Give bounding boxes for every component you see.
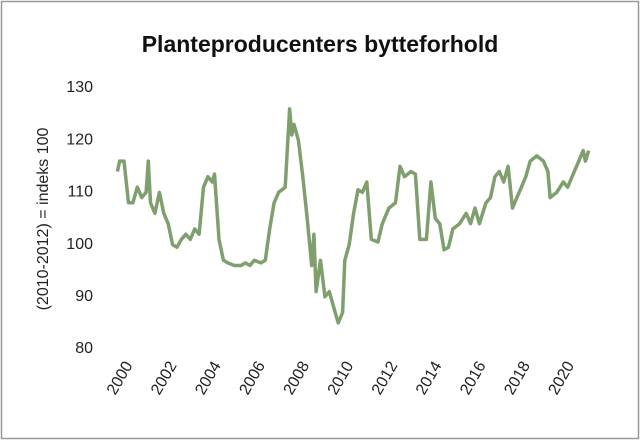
y-tick-label: 90 (75, 288, 93, 305)
data-line (115, 107, 591, 325)
y-tick-label: 130 (66, 79, 93, 96)
y-tick-label: 80 (75, 340, 93, 357)
y-tick-label: 120 (66, 131, 93, 148)
y-tick-label: 100 (66, 236, 93, 253)
chart-title: Planteproducenters bytteforhold (142, 31, 499, 57)
y-tick-label: 110 (67, 184, 93, 201)
y-axis-label: (2010-2012) = indeks 100 (35, 128, 52, 311)
